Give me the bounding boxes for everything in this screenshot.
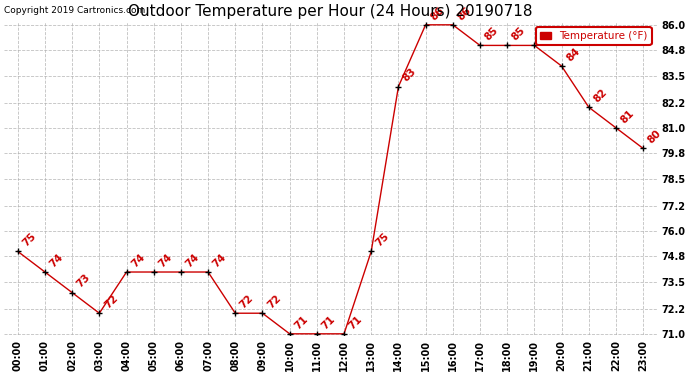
Text: 74: 74 <box>211 252 228 269</box>
Legend: Temperature (°F): Temperature (°F) <box>536 27 651 45</box>
Text: 85: 85 <box>537 25 555 43</box>
Title: Outdoor Temperature per Hour (24 Hours) 20190718: Outdoor Temperature per Hour (24 Hours) … <box>128 4 533 19</box>
Text: Copyright 2019 Cartronics.com: Copyright 2019 Cartronics.com <box>4 6 146 15</box>
Text: 84: 84 <box>564 46 582 63</box>
Text: 74: 74 <box>129 252 147 269</box>
Text: 72: 72 <box>265 293 283 310</box>
Text: 86: 86 <box>428 5 446 22</box>
Text: 80: 80 <box>646 128 663 146</box>
Text: 74: 74 <box>157 252 174 269</box>
Text: 74: 74 <box>184 252 201 269</box>
Text: 83: 83 <box>401 66 419 84</box>
Text: 73: 73 <box>75 272 92 290</box>
Text: 71: 71 <box>293 314 310 331</box>
Text: 71: 71 <box>347 314 364 331</box>
Text: 75: 75 <box>21 231 38 249</box>
Text: 85: 85 <box>510 25 527 43</box>
Text: 85: 85 <box>483 25 500 43</box>
Text: 75: 75 <box>374 231 391 249</box>
Text: 81: 81 <box>619 108 636 125</box>
Text: 86: 86 <box>455 5 473 22</box>
Text: 72: 72 <box>238 293 255 310</box>
Text: 72: 72 <box>102 293 119 310</box>
Text: 82: 82 <box>591 87 609 104</box>
Text: 74: 74 <box>48 252 66 269</box>
Text: 71: 71 <box>319 314 337 331</box>
